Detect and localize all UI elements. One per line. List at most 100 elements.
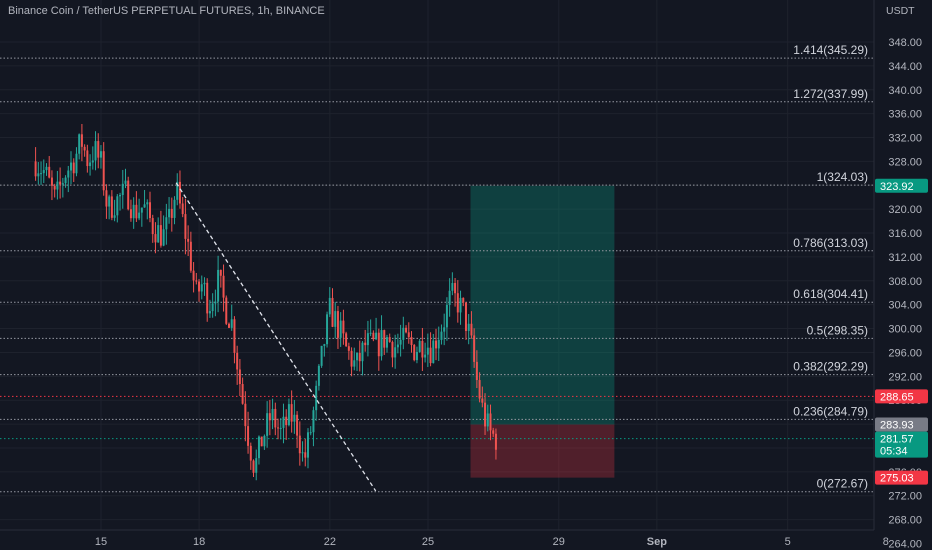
candle-body — [380, 330, 383, 357]
candle-body — [42, 170, 45, 174]
stop-zone[interactable] — [470, 424, 615, 478]
fibonacci-retracement[interactable]: 1.414(345.29) 1.272(337.99) 1(324.03) 0.786… — [0, 43, 874, 493]
candle-body — [70, 162, 73, 171]
candle-body — [296, 414, 299, 436]
price-tick-label: 292.00 — [888, 371, 922, 383]
candle-body — [200, 284, 203, 292]
price-tick-label: 268.00 — [888, 515, 922, 527]
candle-body — [40, 173, 43, 175]
fib-level-label: 0(272.67) — [817, 477, 868, 491]
candle-body — [391, 341, 394, 358]
candle-body — [396, 344, 399, 348]
candle-body — [486, 413, 489, 427]
price-tick-label: 312.00 — [888, 252, 922, 264]
candle-body — [45, 166, 48, 171]
candle-body — [478, 380, 481, 399]
candle-body — [56, 181, 59, 190]
candle-body — [413, 344, 416, 361]
time-tick-label: 22 — [324, 536, 336, 548]
candle-body — [399, 339, 402, 345]
candle-body — [464, 302, 467, 331]
candle-body — [266, 413, 269, 436]
fib-level-label: 0.382(292.29) — [793, 360, 868, 374]
price-tick-label: 300.00 — [888, 324, 922, 336]
candle-body — [173, 199, 176, 218]
candle-body — [364, 342, 367, 346]
candle-body — [159, 225, 162, 246]
price-tick-label: 304.00 — [888, 300, 922, 312]
fib-level-label: 0.5(298.35) — [807, 323, 868, 337]
price-axis-background[interactable] — [874, 0, 932, 550]
time-tick-label: 25 — [422, 536, 434, 548]
candle-body — [119, 194, 122, 197]
candle-body — [301, 452, 304, 454]
price-tick-label: 328.00 — [888, 156, 922, 168]
price-tick-label: 348.00 — [888, 37, 922, 49]
candle-body — [424, 354, 427, 358]
candle-body — [61, 183, 64, 185]
fib-level-label: 1.414(345.29) — [793, 43, 868, 57]
candle-body — [345, 333, 348, 347]
price-badge — [875, 470, 928, 485]
candle-body — [285, 416, 288, 426]
candle-body — [170, 208, 173, 218]
candle-body — [394, 347, 397, 358]
price-badge — [875, 431, 928, 458]
candle-body — [227, 323, 230, 328]
candle-body — [435, 340, 438, 349]
long-position-tool[interactable] — [470, 185, 615, 478]
candle-body — [124, 180, 127, 184]
candle-body — [361, 342, 364, 362]
candle-body — [494, 433, 497, 450]
candle-body — [37, 173, 40, 177]
candle-body — [334, 311, 337, 327]
candle-body — [206, 282, 209, 314]
candle-body — [151, 218, 154, 235]
candle-body — [484, 402, 487, 427]
candle-body — [208, 311, 211, 314]
profit-zone[interactable] — [470, 185, 615, 425]
candle-body — [211, 303, 214, 312]
candle-body — [222, 275, 225, 298]
candlesticks — [34, 124, 497, 481]
price-tick-label: 332.00 — [888, 133, 922, 145]
trendline[interactable] — [175, 182, 377, 492]
time-axis-background[interactable] — [0, 530, 932, 550]
candle-body — [198, 281, 201, 292]
candle-body — [358, 352, 361, 362]
price-badge — [875, 389, 928, 404]
candle-body — [402, 327, 405, 340]
candle-body — [328, 297, 331, 315]
candle-body — [72, 162, 75, 174]
candle-body — [312, 410, 315, 433]
candle-body — [489, 413, 492, 431]
candle-body — [195, 280, 198, 282]
time-axis[interactable]: 15 18 22 25 29 Sep 5 8 — [95, 536, 889, 548]
candle-body — [48, 166, 51, 178]
candle-body — [377, 332, 380, 357]
time-tick-label: Sep — [647, 536, 667, 548]
candle-body — [366, 333, 369, 346]
candle-body — [105, 190, 108, 207]
candle-body — [252, 460, 255, 473]
candle-body — [383, 330, 386, 348]
candle-body — [53, 185, 56, 190]
candle-body — [255, 458, 258, 473]
candle-body — [437, 339, 440, 349]
candle-body — [451, 283, 454, 291]
candle-body — [225, 297, 228, 324]
fib-level-label: 1.272(337.99) — [793, 87, 868, 101]
candle-body — [67, 170, 70, 178]
candle-body — [64, 177, 67, 184]
candle-body — [230, 319, 233, 328]
fib-level-label: 0.236(284.79) — [793, 404, 868, 418]
candle-body — [203, 282, 206, 285]
candle-body — [157, 225, 160, 243]
candle-body — [356, 352, 359, 361]
candle-body — [50, 177, 53, 186]
descending-trendline[interactable] — [175, 182, 377, 492]
price-badge-text: 283.93 — [880, 419, 914, 431]
price-tick-label: 272.00 — [888, 491, 922, 503]
